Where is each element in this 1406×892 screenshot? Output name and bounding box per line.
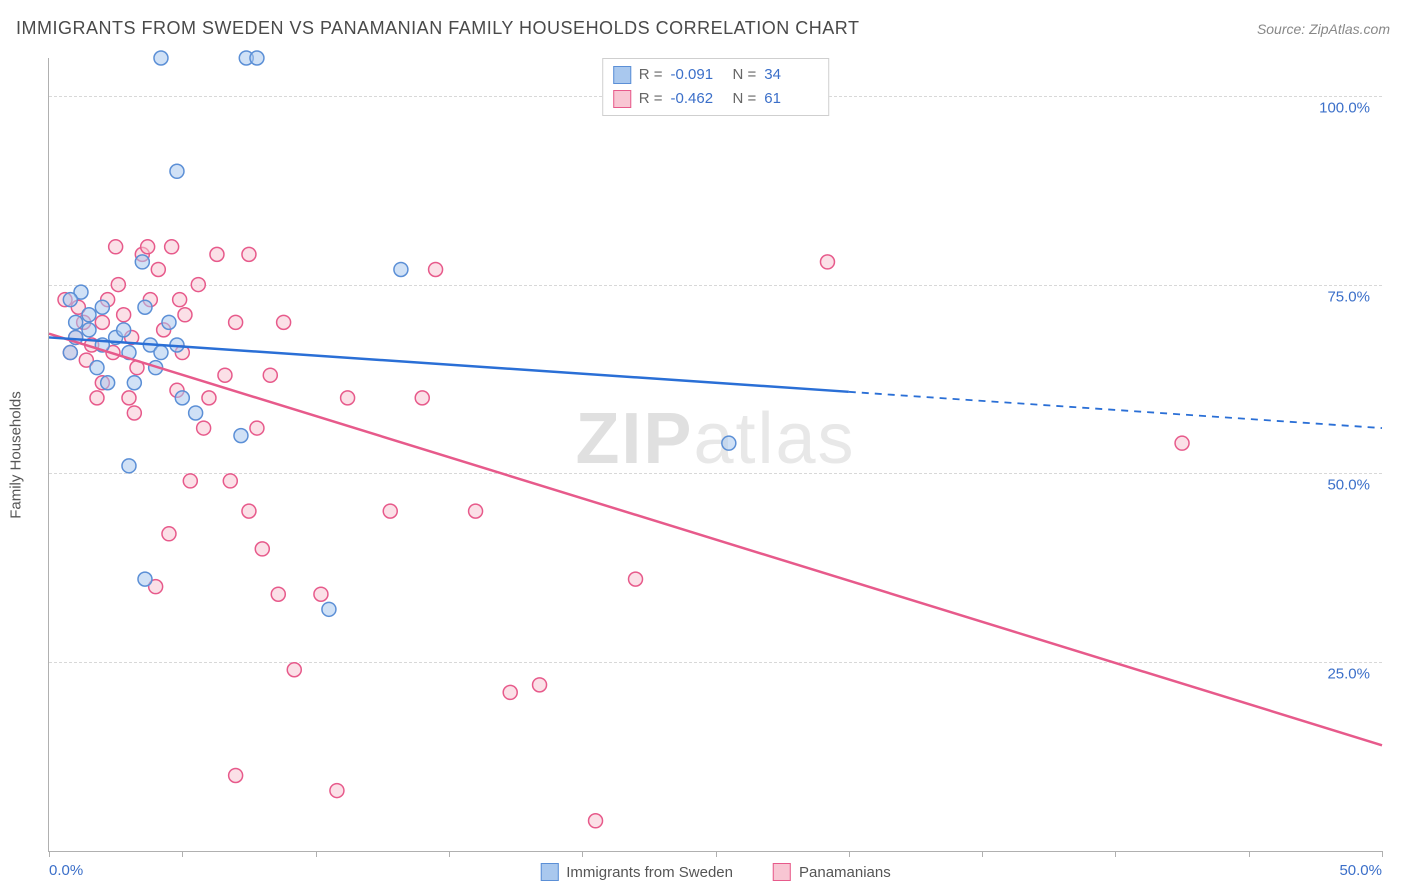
legend-series: Immigrants from Sweden Panamanians [540,863,890,881]
scatter-plot-area: ZIPatlas R = -0.091 N = 34 R = -0.462 N … [48,58,1382,852]
chart-title: IMMIGRANTS FROM SWEDEN VS PANAMANIAN FAM… [16,18,859,39]
swatch-panamanians-icon [613,90,631,108]
x-tick-mark [1382,851,1383,857]
x-tick-label: 0.0% [49,862,83,879]
x-tick-label: 50.0% [1339,862,1382,879]
legend-label-sweden: Immigrants from Sweden [566,864,733,881]
y-axis-label: Family Households [8,391,25,519]
x-tick-mark [449,851,450,857]
trend-line-sweden-dashed [849,392,1382,428]
x-tick-mark [316,851,317,857]
source-attribution: Source: ZipAtlas.com [1257,21,1390,37]
x-tick-mark [849,851,850,857]
x-tick-mark [1249,851,1250,857]
swatch-sweden-icon [540,863,558,881]
swatch-sweden-icon [613,66,631,84]
legend-item-panamanians: Panamanians [773,863,891,881]
swatch-panamanians-icon [773,863,791,881]
n-value-sweden: 34 [764,63,818,87]
x-tick-mark [1115,851,1116,857]
source-prefix: Source: [1257,21,1309,37]
legend-stats-row-panamanians: R = -0.462 N = 61 [613,87,819,111]
n-label: N = [733,63,757,87]
x-tick-mark [182,851,183,857]
x-tick-mark [582,851,583,857]
trend-line-panamanians [49,334,1382,746]
x-tick-mark [982,851,983,857]
legend-label-panamanians: Panamanians [799,864,891,881]
n-value-panamanians: 61 [764,87,818,111]
legend-stats-row-sweden: R = -0.091 N = 34 [613,63,819,87]
trend-lines-layer [49,58,1382,851]
legend-item-sweden: Immigrants from Sweden [540,863,733,881]
x-tick-mark [716,851,717,857]
r-value-panamanians: -0.462 [671,87,725,111]
r-label: R = [639,87,663,111]
legend-stats: R = -0.091 N = 34 R = -0.462 N = 61 [602,58,830,116]
n-label: N = [733,87,757,111]
x-tick-mark [49,851,50,857]
trend-line-sweden-solid [49,337,849,391]
source-name: ZipAtlas.com [1309,21,1390,37]
r-label: R = [639,63,663,87]
r-value-sweden: -0.091 [671,63,725,87]
